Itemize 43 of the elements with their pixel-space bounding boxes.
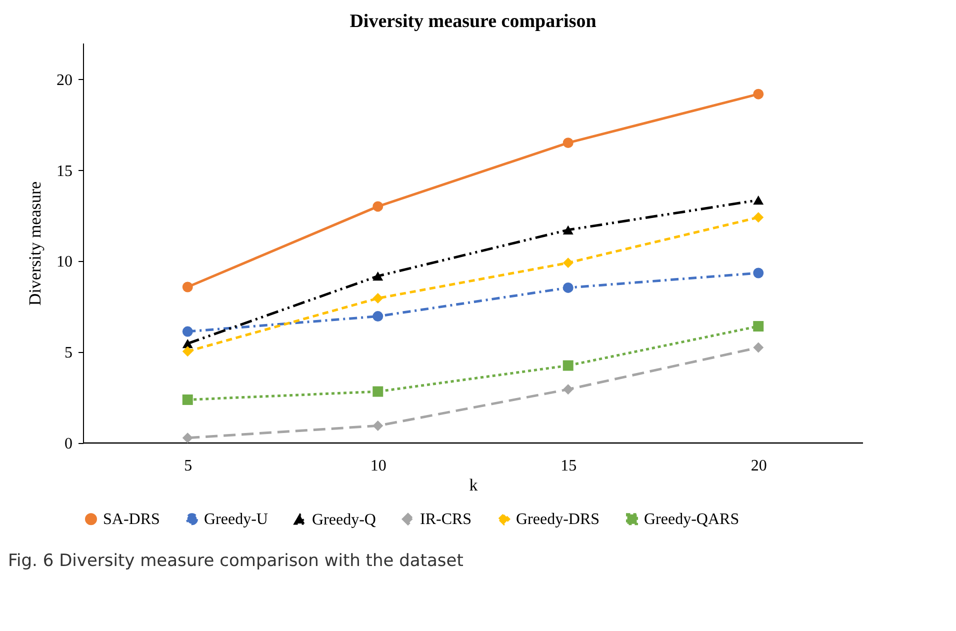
y-tick-label: 20 <box>56 72 72 89</box>
x-tick-label: 20 <box>750 458 767 474</box>
legend-label: Greedy-DRS <box>516 511 600 528</box>
point <box>562 258 574 268</box>
point <box>562 138 574 148</box>
legend-label: Greedy-Q <box>312 511 376 528</box>
x-tick-label: 15 <box>560 458 577 474</box>
y-tick-label: 5 <box>64 344 72 362</box>
point <box>562 282 574 293</box>
point <box>182 282 193 292</box>
point <box>182 326 193 337</box>
point <box>372 272 384 281</box>
point <box>753 321 764 332</box>
point <box>753 268 764 278</box>
point <box>753 88 764 100</box>
point <box>372 293 384 304</box>
point <box>182 346 193 357</box>
point <box>182 339 193 348</box>
point <box>372 201 384 212</box>
y-tick-label: 0 <box>64 436 72 452</box>
point <box>372 420 384 431</box>
y-tick-label: 15 <box>56 162 72 180</box>
point <box>753 342 764 353</box>
x-tick-label: 10 <box>370 458 386 474</box>
legend-label: SA-DRS <box>103 511 160 528</box>
y-tick-label: 10 <box>56 254 72 271</box>
y-axis-title: Diversity measure <box>26 181 44 306</box>
point <box>562 360 574 371</box>
point <box>372 311 384 322</box>
x-tick-label: 5 <box>184 458 192 474</box>
chart-title: Diversity measure comparison <box>350 11 597 32</box>
x-axis-title: k <box>469 476 478 494</box>
point <box>562 225 574 234</box>
legend-label: Greedy-QARS <box>644 511 740 528</box>
point <box>753 196 764 205</box>
caption: Fig. 6 Diversity measure comparison with the dataset <box>8 551 464 571</box>
point <box>753 212 764 223</box>
legend-label: Greedy-U <box>204 511 268 528</box>
point <box>372 386 384 397</box>
point <box>562 384 574 395</box>
legend-label: IR-CRS <box>420 511 472 528</box>
point <box>182 432 193 444</box>
point <box>182 394 193 405</box>
